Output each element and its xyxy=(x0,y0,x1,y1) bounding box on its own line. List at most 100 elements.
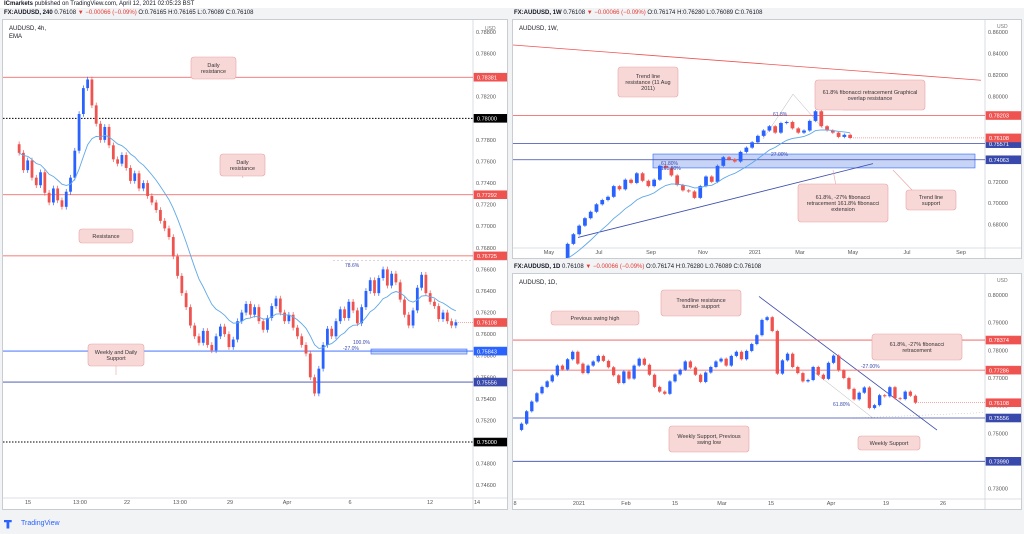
pane-b-candle xyxy=(756,135,760,143)
chart-svg-4h[interactable]: 0.788000.786000.784000.782000.780000.778… xyxy=(3,20,508,510)
pane-a-note-box[interactable] xyxy=(87,343,145,367)
pane-a-candle xyxy=(129,167,132,181)
pane-a-level-tag xyxy=(473,114,507,123)
pane-a-fib-label: -27.0% xyxy=(343,346,359,352)
pane-c-candle xyxy=(775,331,779,374)
pane-a-level-tag xyxy=(473,251,507,261)
pane-b-current-price-tag xyxy=(985,133,1021,143)
pane-a-candle xyxy=(60,200,64,207)
tradingview-logo-icon xyxy=(4,519,12,529)
pane-c-candle xyxy=(571,351,575,360)
pane-a-x-tick: 13:00 xyxy=(173,500,187,506)
pane-c-candle xyxy=(796,366,800,374)
pane-a-candle xyxy=(274,298,278,307)
pane-b-note-box[interactable] xyxy=(814,79,926,111)
pane-a-candle xyxy=(184,293,188,308)
chart-svg-daily[interactable]: 0.800000.790000.780000.770000.760000.750… xyxy=(513,274,1022,510)
pane-a-note-box[interactable] xyxy=(78,228,134,244)
pane-a-header: FX:AUDUSD, 240 0.76108 ▼ −0.00066 (−0.09… xyxy=(4,9,253,17)
pane-a-x-tick: 22 xyxy=(124,500,130,506)
pane-a-candle xyxy=(433,301,436,307)
pane-a-level-tag xyxy=(473,437,507,447)
pane-a-y-tick: 0.77600 xyxy=(476,159,496,165)
pane-c-candle xyxy=(785,353,790,361)
pane-c-candle xyxy=(652,374,657,387)
pane-b-trendline-resistance xyxy=(513,44,982,81)
pane-a-candle xyxy=(189,307,192,326)
pane-a-indicator[interactable]: EMA xyxy=(9,34,23,40)
pane-a-candle xyxy=(304,344,308,354)
pane-a-note-text: Weekly and Daily Support xyxy=(95,350,138,362)
pane-b-note-box[interactable] xyxy=(905,189,957,211)
pane-b-candle xyxy=(825,126,829,131)
pane-b-note-box[interactable] xyxy=(797,183,889,223)
pane-b-candle xyxy=(600,200,605,205)
pane-c-symbol[interactable]: FX:AUDUSD, 1D xyxy=(514,264,561,270)
pane-b-x-tick: Jul xyxy=(595,250,602,256)
pane-a-candle xyxy=(171,237,175,257)
pane-a-candle xyxy=(415,287,419,311)
pane-b-symbol[interactable]: FX:AUDUSD, 1W xyxy=(514,10,562,16)
pane-c-note-text: 61.8%, -27% fibonacci retracement xyxy=(890,342,945,354)
pane-b-candle xyxy=(704,176,708,187)
pane-a-candle xyxy=(428,293,432,302)
pane-a-ema-line xyxy=(18,134,457,349)
pane-c-candle xyxy=(637,358,641,366)
pane-a-level-tag xyxy=(473,346,507,356)
pane-b-candle xyxy=(698,186,703,198)
pane-b-candle xyxy=(623,179,628,190)
pane-c-candle xyxy=(709,366,713,373)
pane-a-candle xyxy=(197,336,201,343)
pane-c-candle xyxy=(535,393,539,402)
pane-a-level-label: 0.75000 xyxy=(477,440,497,446)
pane-b-candle xyxy=(802,130,806,133)
pane-a-candle xyxy=(445,312,449,322)
chart-pane-weekly[interactable]: AUDUSD, 1W, 0.86000 0.84000 0.82000 0.80000… xyxy=(512,19,1022,259)
pane-b-candle xyxy=(577,225,582,235)
pane-c-candle xyxy=(519,423,524,430)
pane-a-level-label: 0.77292 xyxy=(477,193,497,199)
pane-b-candle xyxy=(611,186,616,197)
pane-a-level-label: 0.78000 xyxy=(477,117,497,123)
pane-b-level-tag xyxy=(985,155,1021,165)
pane-a-candle xyxy=(253,307,257,315)
pane-c-level-label: 0.77286 xyxy=(989,368,1009,374)
pane-a-candle xyxy=(270,306,274,318)
pane-c-note-box[interactable] xyxy=(857,435,921,451)
pane-a-candle xyxy=(210,344,214,351)
pane-b-fib-zone xyxy=(652,153,976,169)
pane-b-candle xyxy=(709,176,714,182)
pane-a-candle xyxy=(403,299,406,315)
chart-pane-4h[interactable]: AUDUSD, 4h, EMA 0.788000.786000.784000.7… xyxy=(2,19,508,510)
pane-a-candle xyxy=(330,328,334,337)
pane-a-candle xyxy=(218,326,222,337)
pane-a-candle xyxy=(116,159,120,164)
pane-a-candle xyxy=(450,321,453,326)
pane-a-symbol[interactable]: FX:AUDUSD, 240 xyxy=(4,10,53,16)
pane-a-candle xyxy=(124,155,128,168)
pane-c-note-text: Trendline resistance turned- support xyxy=(676,298,725,310)
pane-a-candle xyxy=(390,273,394,286)
chart-svg-weekly[interactable]: 0.860000.840000.820000.800000.780000.760… xyxy=(513,20,1022,259)
pane-a-candle xyxy=(317,368,321,394)
chart-pane-daily[interactable]: AUDUSD, 1D, 0.80000 0.79000 0.78000 0.77000… xyxy=(512,273,1022,510)
tradingview-footer[interactable]: TradingView xyxy=(4,518,60,530)
pane-c-note-box[interactable] xyxy=(871,333,963,361)
pane-c-note-box[interactable] xyxy=(550,310,640,326)
pane-a-currency-label: USD xyxy=(485,26,496,32)
pane-a-y-tick: 0.78200 xyxy=(476,95,496,101)
pane-b-currency-label: USD xyxy=(997,24,1008,30)
pane-b-note-box[interactable] xyxy=(617,66,679,98)
pane-c-x-tick: Mar xyxy=(717,501,727,507)
pane-c-candle xyxy=(842,370,846,379)
pane-c-candle xyxy=(780,360,785,374)
pane-a-candle xyxy=(334,321,338,337)
pane-b-x-tick: Mar xyxy=(795,250,805,256)
pane-a-note-box[interactable] xyxy=(219,153,266,177)
pane-a-y-tick: 0.78600 xyxy=(476,52,496,58)
pane-a-note-box[interactable] xyxy=(190,56,237,80)
pane-c-note-box[interactable] xyxy=(660,289,742,317)
pane-b-change: ▼ −0.00066 (−0.09%) xyxy=(586,10,646,16)
publish-info: published on TradingView.com, April 12, … xyxy=(34,1,195,7)
pane-c-note-box[interactable] xyxy=(668,425,750,453)
